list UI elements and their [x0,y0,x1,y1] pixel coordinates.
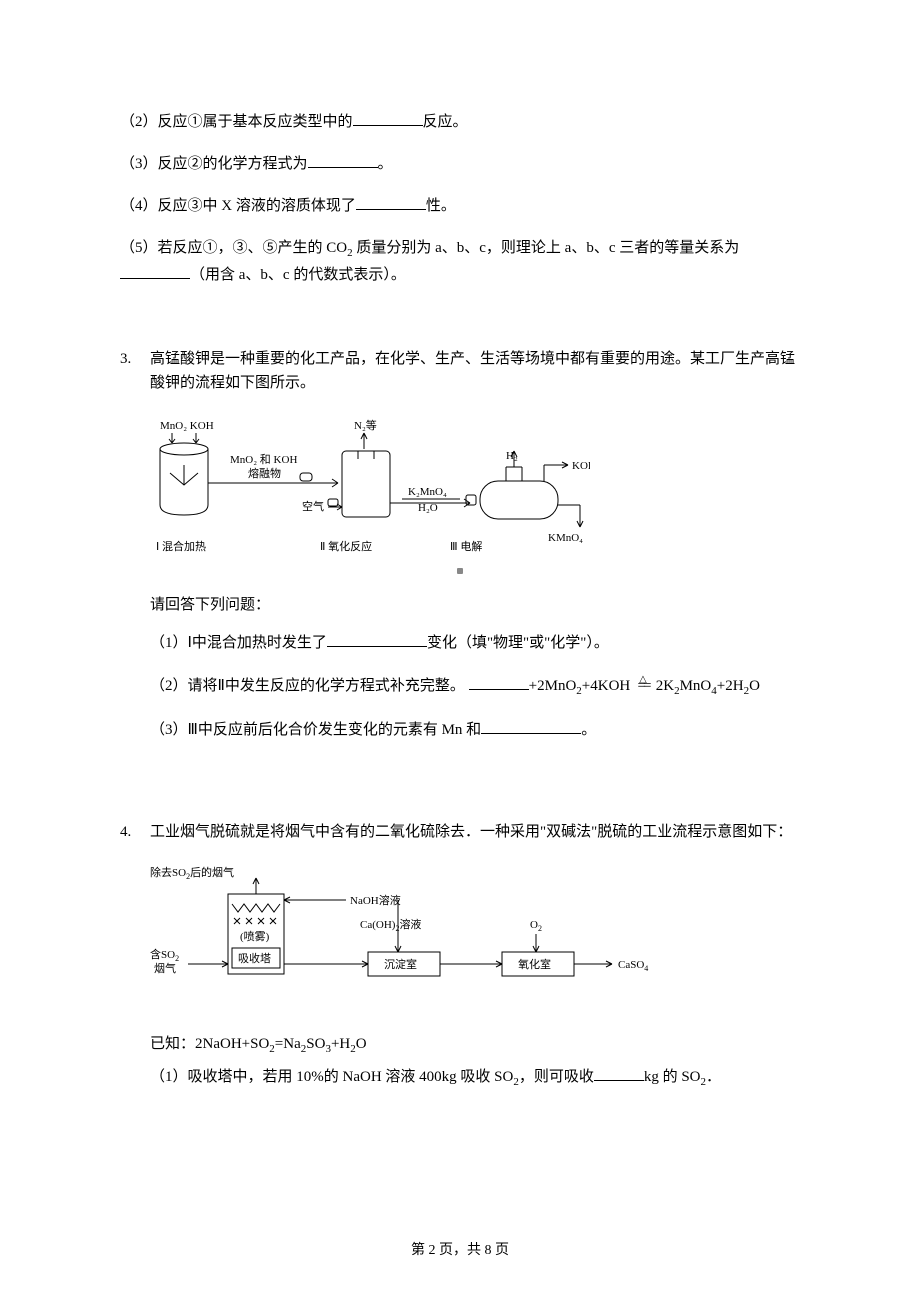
binding-dot [457,568,463,574]
q2-sub4-tail: 性。 [426,198,456,214]
q4-s1-a: （1）吸收塔中，若用 10%的 NaOH 溶液 400kg 吸收 SO [150,1069,513,1085]
q4-diagram: 除去SO2后的烟气 (喷雾) 吸收塔 NaOH溶液 [150,864,800,1014]
q3-s3-blank [481,733,581,734]
q3-prompt: 请回答下列问题： [150,593,800,617]
d4-towerB: 吸收塔 [238,951,271,965]
d3-koh: KOH [572,460,590,472]
q4-s1-c: kg 的 SO [644,1069,701,1085]
d4-box2: 沉淀室 [384,957,417,971]
q4-known-b: =Na [275,1036,301,1052]
q4-known-a: 已知：2NaOH+SO [150,1036,269,1052]
q4-known-c: SO [306,1036,325,1052]
q3-number: 3. [120,347,150,371]
q3-intro: 高锰酸钾是一种重要的化工产品，在化学、生产、生活等场境中都有重要的用途。某工厂生… [150,347,800,395]
q4-known: 已知：2NaOH+SO2=Na2SO3+H2O [150,1032,800,1059]
q4-intro: 工业烟气脱硫就是将烟气中含有的二氧化硫除去．一种采用"双碱法"脱硫的工业流程示意… [150,820,800,844]
q2-sub4-blank [356,209,426,210]
q4-known-d: +H [331,1036,350,1052]
d3-cap3: Ⅲ 电解 [450,539,482,553]
q2-sub3: （3）反应②的化学方程式为 。 [120,152,800,176]
q3-s1-a: （1）Ⅰ中混合加热时发生了 [150,635,327,651]
d3-cap2: Ⅱ 氧化反应 [320,539,372,553]
q2-sub5-tail: （用含 a、b、c 的代数式表示）。 [190,267,406,283]
q2-sub3-tail: 。 [378,156,393,172]
q2-sub4: （4）反应③中 X 溶液的溶质体现了 性。 [120,194,800,218]
q4-s1-b: ，则可吸收 [519,1069,594,1085]
q2-sub5-b: 质量分别为 a、b、c，则理论上 a、b、c 三者的等量关系为 [353,240,740,256]
d3-mid1b: 熔融物 [248,466,281,480]
d3-kmno4: KMnO₄ [548,532,583,544]
q2-sub2: （2）反应①属于基本反应类型中的 反应。 [120,110,800,134]
d3-h2o: H₂O [418,502,438,514]
question-4: 4. 工业烟气脱硫就是将烟气中含有的二氧化硫除去．一种采用"双碱法"脱硫的工业流… [120,820,800,1109]
d4-outgas: 除去SO2后的烟气 [150,865,234,881]
q4-s1-blank [594,1080,644,1081]
q3-s2-t6: O [749,678,760,694]
d4-naoh: NaOH溶液 [350,893,401,907]
q4-s1-d: ． [706,1069,721,1085]
q2-sub2-text: （2）反应①属于基本反应类型中的 [120,114,353,130]
question-2-continued: （2）反应①属于基本反应类型中的 反应。 （3）反应②的化学方程式为 。 （4）反应… [120,110,800,287]
d4-caso4: CaSO4 [618,959,648,973]
q3-s2-a: （2）请将Ⅱ中发生反应的化学方程式补充完整。 [150,678,465,694]
d4-box3: 氧化室 [518,957,551,971]
q3-s2-t1: +2MnO [529,678,577,694]
q3-s1-blank [327,646,427,647]
q3-sub1: （1）Ⅰ中混合加热时发生了 变化（填"物理"或"化学"）。 [150,631,800,655]
q4-body: 工业烟气脱硫就是将烟气中含有的二氧化硫除去．一种采用"双碱法"脱硫的工业流程示意… [150,820,800,1109]
q3-body: 高锰酸钾是一种重要的化工产品，在化学、生产、生活等场境中都有重要的用途。某工厂生… [150,347,800,761]
q2-sub5-a: （5）若反应①，③、⑤产生的 CO [120,240,347,256]
q3-s3-b: 。 [581,722,596,738]
d4-caoh: Ca(OH)2溶液 [360,917,421,933]
q2-sub2-tail: 反应。 [423,114,468,130]
reaction-condition-heat: △== [634,673,652,691]
d3-cap1: Ⅰ 混合加热 [156,539,206,553]
q3-s1-b: 变化（填"物理"或"化学"）。 [427,635,609,651]
q3-s2-blank [469,689,529,690]
q3-sub3: （3）Ⅲ中反应前后化合价发生变化的元素有 Mn 和 。 [150,718,800,742]
q3-s2-t3: 2K [652,678,674,694]
q2-sub5: （5）若反应①，③、⑤产生的 CO2 质量分别为 a、b、c，则理论上 a、b、… [120,236,800,287]
d3-k2mno4: K₂MnO₄ [408,486,447,498]
q2-sub5-blank [120,278,190,279]
d3-n2: N₂等 [354,418,377,432]
q2-sub2-blank [353,125,423,126]
question-3: 3. 高锰酸钾是一种重要的化工产品，在化学、生产、生活等场境中都有重要的用途。某… [120,347,800,761]
d3-mid1a: MnO₂ 和 KOH [230,453,297,466]
q3-diagram: MnO₂ KOH Ⅰ 混合加热 MnO₂ 和 KOH 熔融物 N₂等 [150,415,800,575]
d4-ingas2: 烟气 [154,961,176,975]
d4-ingas1: 含SO2 [150,947,179,963]
q4-known-e: O [356,1036,367,1052]
q3-s3-a: （3）Ⅲ中反应前后化合价发生变化的元素有 Mn 和 [150,722,481,738]
q2-sub4-text: （4）反应③中 X 溶液的溶质体现了 [120,198,356,214]
d4-towerA: (喷雾) [240,930,270,943]
q3-s2-t2: +4KOH [582,678,630,694]
q3-sub2: （2）请将Ⅱ中发生反应的化学方程式补充完整。 +2MnO2+4KOH △== 2… [150,673,800,701]
q4-sub1: （1）吸收塔中，若用 10%的 NaOH 溶液 400kg 吸收 SO2，则可吸… [150,1065,800,1092]
d3-air: 空气 [302,499,324,513]
q4-number: 4. [120,820,150,844]
q3-s2-t5: +2H [717,678,744,694]
d3-top1: MnO₂ KOH [160,420,214,432]
d4-o2: O2 [530,919,542,933]
q2-sub3-text: （3）反应②的化学方程式为 [120,156,308,172]
q3-s2-t4: MnO [680,678,712,694]
q2-sub3-blank [308,167,378,168]
page-footer: 第 2 页，共 8 页 [0,1240,920,1262]
